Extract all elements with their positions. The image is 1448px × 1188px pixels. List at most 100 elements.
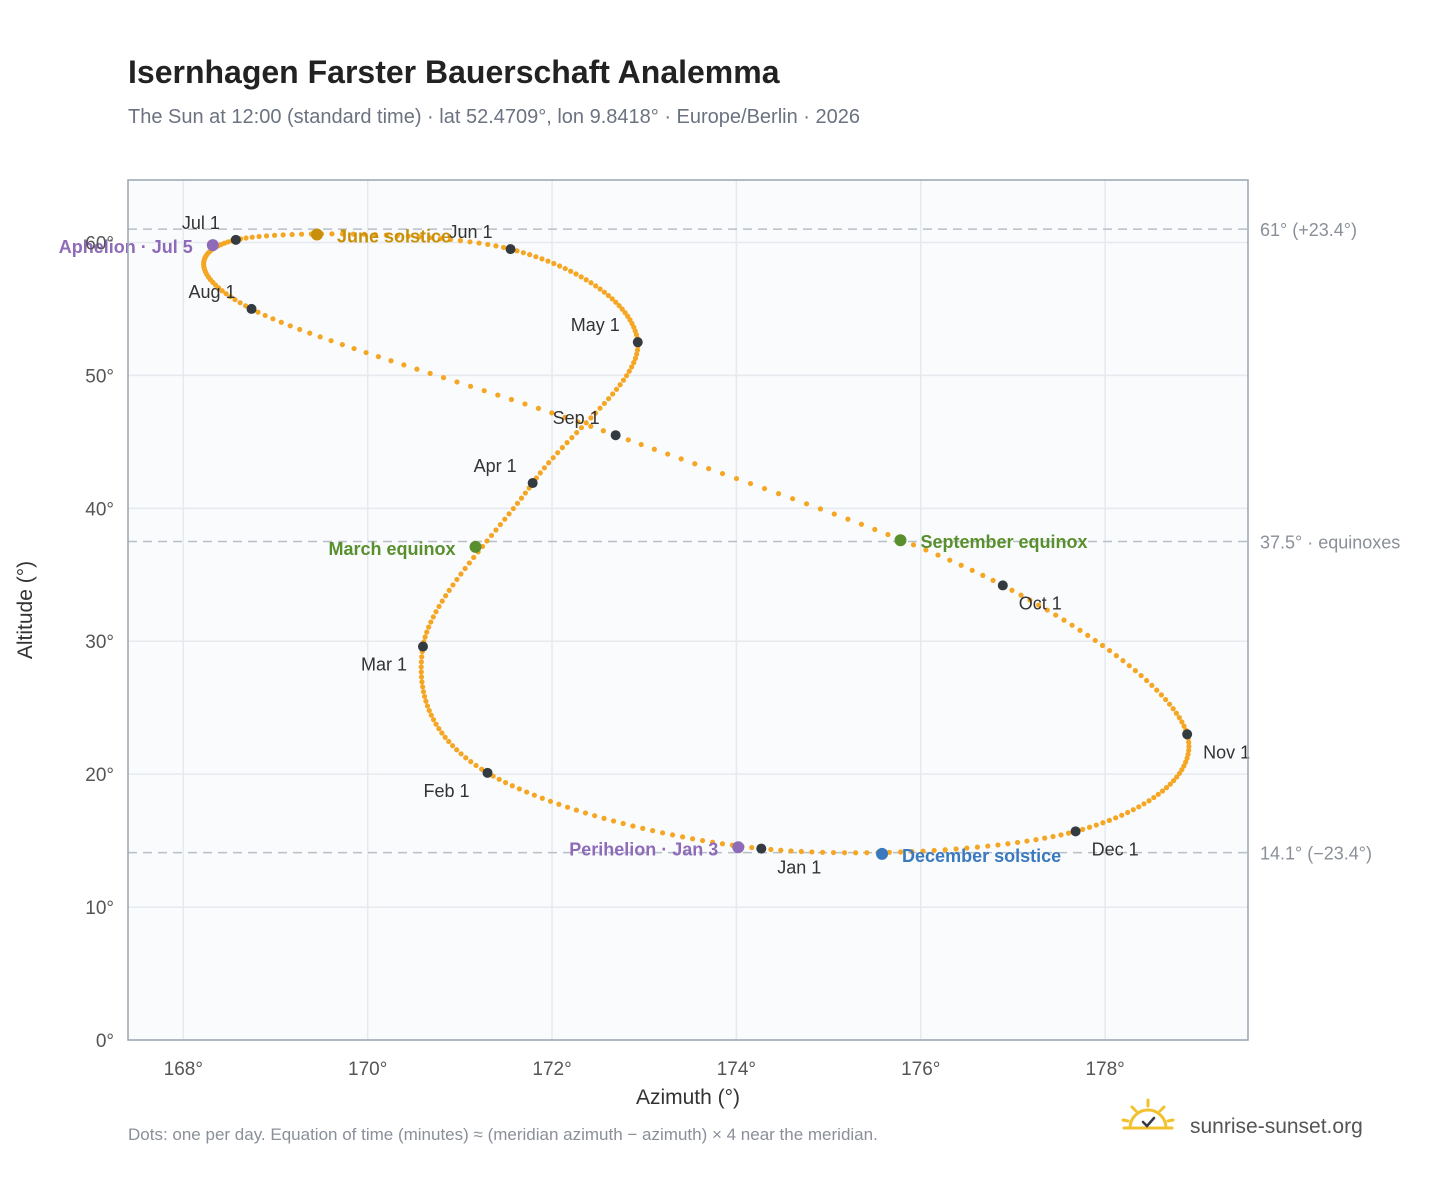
daily-dot — [592, 813, 598, 819]
daily-dot — [588, 423, 594, 429]
daily-dot — [289, 231, 295, 238]
event-label: Perihelion · Jan 3 — [569, 839, 718, 859]
daily-dot — [1058, 832, 1064, 838]
daily-dot — [573, 807, 580, 813]
daily-dot — [527, 252, 533, 258]
daily-dot — [506, 511, 512, 517]
x-tick-label: 170° — [348, 1059, 387, 1080]
daily-dot — [1106, 647, 1113, 654]
daily-dot — [1120, 658, 1126, 664]
daily-dot — [419, 679, 425, 685]
daily-dot — [1163, 696, 1169, 703]
daily-dot — [1186, 743, 1192, 750]
daily-dot — [541, 465, 548, 471]
daily-dot — [446, 587, 452, 593]
daily-dot — [650, 828, 656, 834]
daily-dot — [514, 500, 521, 506]
daily-dot — [872, 526, 878, 533]
daily-dot — [297, 326, 303, 333]
daily-dot — [564, 440, 570, 446]
chart-subtitle: The Sun at 12:00 (standard time) · lat 5… — [128, 106, 860, 128]
daily-dot — [1126, 663, 1132, 669]
daily-dot — [493, 243, 499, 249]
sun-check-icon — [1121, 1098, 1175, 1130]
daily-dot — [433, 609, 439, 615]
daily-dot — [679, 834, 686, 840]
daily-dot — [1044, 607, 1050, 613]
daily-dot — [256, 233, 262, 240]
daily-dot — [463, 755, 469, 761]
daily-dot — [613, 299, 619, 305]
daily-dot — [271, 232, 278, 238]
daily-dot — [495, 392, 501, 398]
event-marker — [310, 228, 323, 241]
daily-dot — [1106, 817, 1112, 823]
daily-dot — [1113, 653, 1119, 659]
daily-dot — [1176, 770, 1183, 777]
daily-dot — [980, 572, 986, 578]
daily-dot — [437, 235, 443, 242]
month-label: Jun 1 — [449, 222, 493, 242]
chart-title: Isernhagen Farster Bauerschaft Analemma — [128, 54, 780, 90]
daily-dot — [462, 565, 468, 572]
daily-dot — [610, 391, 616, 397]
daily-dot — [1159, 788, 1166, 794]
daily-dot — [223, 291, 229, 297]
daily-dot — [421, 693, 428, 700]
daily-dot — [1009, 587, 1015, 593]
daily-dot — [798, 848, 804, 855]
daily-dot — [430, 614, 436, 620]
reference-line-label: 14.1° (−23.4°) — [1260, 844, 1372, 864]
daily-dot — [339, 231, 346, 237]
month-label: Oct 1 — [1019, 593, 1062, 613]
daily-dot — [481, 388, 487, 394]
month-label: Jul 1 — [182, 213, 220, 233]
daily-dot — [537, 470, 543, 476]
event-label: June solstice — [337, 226, 451, 246]
daily-dot — [1069, 622, 1075, 628]
daily-dot — [620, 377, 627, 383]
y-tick-label: 20° — [85, 765, 114, 786]
plot-frame — [127, 179, 1249, 1041]
daily-dot — [426, 624, 432, 630]
daily-dot — [588, 280, 594, 286]
daily-dot — [414, 366, 420, 372]
daily-dot — [1144, 677, 1150, 684]
x-tick-label: 174° — [717, 1059, 756, 1080]
daily-dot — [520, 250, 526, 256]
daily-dot — [1179, 767, 1185, 773]
daily-dot — [858, 521, 865, 527]
daily-dot — [788, 848, 794, 854]
daily-dot — [518, 495, 525, 501]
daily-dot — [350, 231, 356, 237]
daily-dot — [436, 726, 442, 732]
daily-dot — [831, 511, 837, 517]
daily-dot — [488, 532, 495, 539]
daily-dot — [601, 815, 607, 821]
daily-dot — [450, 582, 456, 588]
daily-dot — [454, 576, 460, 583]
daily-dot — [442, 734, 448, 740]
x-tick-label: 172° — [532, 1059, 571, 1080]
daily-dot — [601, 400, 608, 407]
daily-dot — [609, 296, 615, 302]
daily-dot — [467, 239, 473, 245]
daily-dot — [583, 420, 589, 426]
daily-dot — [401, 362, 407, 368]
markers: Jan 1 Feb 1 Mar 1 Apr 1 May 1 Jun 1 Jul 1 Aug 1… — [59, 213, 1250, 878]
daily-dot — [910, 542, 917, 548]
daily-dot — [232, 297, 238, 303]
daily-dot — [575, 419, 581, 425]
daily-dot — [556, 801, 562, 807]
daily-dot — [328, 338, 334, 344]
daily-dot — [547, 798, 554, 804]
daily-dot — [1018, 592, 1024, 598]
daily-dot — [625, 437, 631, 443]
daily-dot — [1170, 778, 1177, 784]
daily-dot — [578, 274, 584, 280]
daily-dot — [1050, 833, 1056, 840]
daily-sun-positions — [201, 231, 1192, 856]
daily-dot — [1136, 804, 1142, 810]
daily-dot — [582, 810, 589, 816]
daily-dot — [418, 664, 424, 670]
